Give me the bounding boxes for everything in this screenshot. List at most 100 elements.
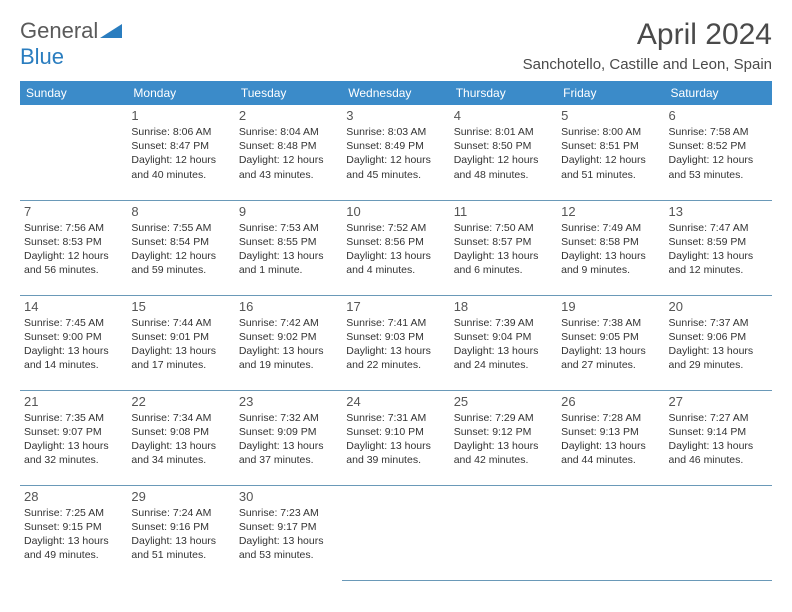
sunrise-line: Sunrise: 8:01 AM [454,125,553,139]
calendar-cell-empty [665,485,772,580]
weekday-header: Thursday [450,81,557,105]
weekday-header: Sunday [20,81,127,105]
day-number: 8 [131,204,230,219]
daylight-line: Daylight: 13 hours and 42 minutes. [454,439,553,467]
sunset-line: Sunset: 9:13 PM [561,425,660,439]
calendar-cell: 19Sunrise: 7:38 AMSunset: 9:05 PMDayligh… [557,295,664,390]
sunrise-line: Sunrise: 7:35 AM [24,411,123,425]
sunrise-line: Sunrise: 7:47 AM [669,221,768,235]
sunrise-line: Sunrise: 7:38 AM [561,316,660,330]
calendar-row: 28Sunrise: 7:25 AMSunset: 9:15 PMDayligh… [20,485,772,580]
weekday-header: Wednesday [342,81,449,105]
sunrise-line: Sunrise: 7:53 AM [239,221,338,235]
sunset-line: Sunset: 9:02 PM [239,330,338,344]
sunset-line: Sunset: 9:06 PM [669,330,768,344]
brand-logo: General Blue [20,18,122,70]
sunrise-line: Sunrise: 7:56 AM [24,221,123,235]
calendar-cell: 6Sunrise: 7:58 AMSunset: 8:52 PMDaylight… [665,105,772,200]
day-number: 6 [669,108,768,123]
daylight-line: Daylight: 13 hours and 46 minutes. [669,439,768,467]
brand-part2: Blue [20,44,64,69]
day-number: 19 [561,299,660,314]
calendar-cell: 22Sunrise: 7:34 AMSunset: 9:08 PMDayligh… [127,390,234,485]
sunset-line: Sunset: 8:59 PM [669,235,768,249]
sunset-line: Sunset: 9:15 PM [24,520,123,534]
sunset-line: Sunset: 9:04 PM [454,330,553,344]
sunrise-line: Sunrise: 7:42 AM [239,316,338,330]
weekday-header: Friday [557,81,664,105]
sunrise-line: Sunrise: 7:23 AM [239,506,338,520]
day-number: 11 [454,204,553,219]
sunrise-line: Sunrise: 7:50 AM [454,221,553,235]
sunrise-line: Sunrise: 8:06 AM [131,125,230,139]
day-number: 16 [239,299,338,314]
daylight-line: Daylight: 13 hours and 29 minutes. [669,344,768,372]
day-number: 4 [454,108,553,123]
calendar-cell: 3Sunrise: 8:03 AMSunset: 8:49 PMDaylight… [342,105,449,200]
weekday-header: Tuesday [235,81,342,105]
calendar-cell: 11 Sunrise: 7:50 AMSunset: 8:57 PMDayligh… [450,200,557,295]
sunrise-line: Sunrise: 7:58 AM [669,125,768,139]
day-number: 30 [239,489,338,504]
sunrise-line: Sunrise: 7:41 AM [346,316,445,330]
sunrise-line: Sunrise: 7:24 AM [131,506,230,520]
sunset-line: Sunset: 8:56 PM [346,235,445,249]
sunset-line: Sunset: 8:47 PM [131,139,230,153]
calendar-cell: 10Sunrise: 7:52 AMSunset: 8:56 PMDayligh… [342,200,449,295]
daylight-line: Daylight: 13 hours and 51 minutes. [131,534,230,562]
daylight-line: Daylight: 13 hours and 34 minutes. [131,439,230,467]
day-number: 21 [24,394,123,409]
sunrise-line: Sunrise: 8:04 AM [239,125,338,139]
sunrise-line: Sunrise: 7:44 AM [131,316,230,330]
sunset-line: Sunset: 8:48 PM [239,139,338,153]
day-number: 27 [669,394,768,409]
sunset-line: Sunset: 9:14 PM [669,425,768,439]
calendar-row: 14Sunrise: 7:45 AMSunset: 9:00 PMDayligh… [20,295,772,390]
daylight-line: Daylight: 13 hours and 24 minutes. [454,344,553,372]
daylight-line: Daylight: 13 hours and 6 minutes. [454,249,553,277]
sunset-line: Sunset: 8:49 PM [346,139,445,153]
calendar-cell: 26Sunrise: 7:28 AMSunset: 9:13 PMDayligh… [557,390,664,485]
sunrise-line: Sunrise: 7:34 AM [131,411,230,425]
weekday-header: Saturday [665,81,772,105]
brand-part1: General [20,18,98,43]
calendar-body: 1Sunrise: 8:06 AMSunset: 8:47 PMDaylight… [20,105,772,580]
day-number: 10 [346,204,445,219]
day-number: 22 [131,394,230,409]
day-number: 25 [454,394,553,409]
day-number: 3 [346,108,445,123]
day-number: 23 [239,394,338,409]
calendar-cell: 20Sunrise: 7:37 AMSunset: 9:06 PMDayligh… [665,295,772,390]
header: General Blue April 2024 Sanchotello, Cas… [20,18,772,73]
calendar-cell-empty [342,485,449,580]
day-number: 28 [24,489,123,504]
location-text: Sanchotello, Castille and Leon, Spain [523,56,772,73]
sunrise-line: Sunrise: 7:52 AM [346,221,445,235]
sunrise-line: Sunrise: 7:32 AM [239,411,338,425]
sunrise-line: Sunrise: 8:00 AM [561,125,660,139]
daylight-line: Daylight: 13 hours and 1 minute. [239,249,338,277]
calendar-cell: 15Sunrise: 7:44 AMSunset: 9:01 PMDayligh… [127,295,234,390]
sunset-line: Sunset: 8:58 PM [561,235,660,249]
sunset-line: Sunset: 9:10 PM [346,425,445,439]
daylight-line: Daylight: 13 hours and 49 minutes. [24,534,123,562]
sunset-line: Sunset: 9:09 PM [239,425,338,439]
calendar-cell: 7Sunrise: 7:56 AMSunset: 8:53 PMDaylight… [20,200,127,295]
calendar-cell-empty [450,485,557,580]
calendar-cell: 4Sunrise: 8:01 AMSunset: 8:50 PMDaylight… [450,105,557,200]
daylight-line: Daylight: 13 hours and 17 minutes. [131,344,230,372]
triangle-icon [100,22,122,38]
sunrise-line: Sunrise: 7:49 AM [561,221,660,235]
sunrise-line: Sunrise: 7:45 AM [24,316,123,330]
day-number: 26 [561,394,660,409]
day-number: 29 [131,489,230,504]
sunrise-line: Sunrise: 7:28 AM [561,411,660,425]
sunset-line: Sunset: 8:57 PM [454,235,553,249]
calendar-cell: 5Sunrise: 8:00 AMSunset: 8:51 PMDaylight… [557,105,664,200]
day-number: 12 [561,204,660,219]
calendar-cell-empty [20,105,127,200]
daylight-line: Daylight: 13 hours and 27 minutes. [561,344,660,372]
day-number: 14 [24,299,123,314]
sunset-line: Sunset: 8:53 PM [24,235,123,249]
day-number: 18 [454,299,553,314]
